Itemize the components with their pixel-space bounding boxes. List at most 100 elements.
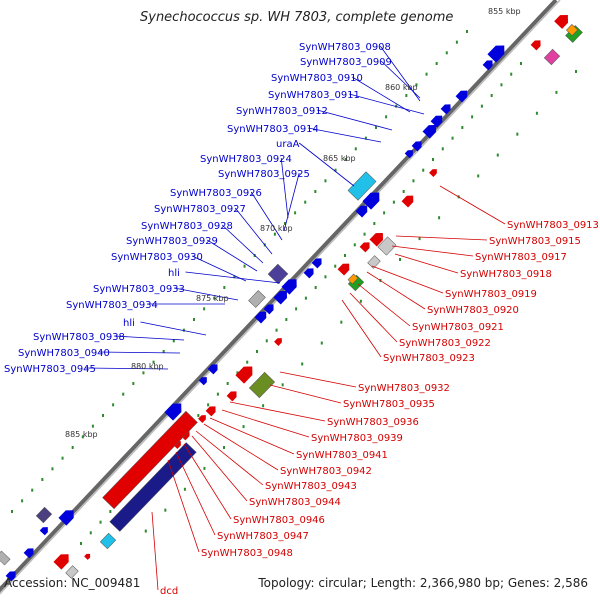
label-leader xyxy=(175,451,216,536)
gc-dot xyxy=(353,243,356,247)
gc-dot xyxy=(344,158,347,161)
gc-dot xyxy=(314,190,317,193)
gc-dot xyxy=(301,362,304,366)
gc-dot xyxy=(284,222,286,225)
forward-gene-label: SynWH7803_0934 xyxy=(66,300,158,311)
gc-dot xyxy=(314,286,317,289)
reverse-gene-box xyxy=(248,371,276,399)
gc-dot xyxy=(132,382,135,385)
gc-dot xyxy=(71,446,74,449)
gc-dot xyxy=(471,115,474,119)
gc-dot xyxy=(385,115,388,119)
forward-gene-box xyxy=(99,532,117,550)
position-tick-label: 875 kbp xyxy=(196,294,229,303)
gene-features xyxy=(0,14,583,582)
label-leader xyxy=(234,207,273,255)
label-leader xyxy=(221,224,264,264)
reverse-gene-box xyxy=(565,23,579,37)
position-tick-label: 855 kbp xyxy=(488,7,521,16)
label-leader xyxy=(349,292,398,343)
gc-dot xyxy=(520,62,522,65)
gc-dot xyxy=(344,254,346,257)
gc-dot xyxy=(183,487,186,491)
label-leader xyxy=(298,142,355,187)
gc-dot xyxy=(109,510,112,513)
forward-gene-box xyxy=(0,550,11,566)
reverse-gene-label: dcd xyxy=(160,586,178,597)
gc-dot xyxy=(373,222,376,225)
reverse-gene-arrow xyxy=(369,232,383,247)
reverse-gene-arrow xyxy=(554,14,568,29)
forward-gene-label: SynWH7803_0933 xyxy=(93,284,185,295)
gc-dot xyxy=(262,404,265,408)
gc-dot xyxy=(31,488,34,492)
gc-dot xyxy=(80,542,82,545)
label-leader xyxy=(195,430,264,486)
gc-dot xyxy=(164,508,167,512)
gc-dot xyxy=(324,179,327,183)
gc-dot xyxy=(61,456,64,460)
gc-dot xyxy=(480,104,483,108)
accession-text: Accession: NC_009481 xyxy=(4,576,141,590)
gc-dot xyxy=(435,62,438,65)
forward-gene-box xyxy=(109,442,197,532)
forward-gene-arrow xyxy=(281,279,297,295)
gc-dot xyxy=(455,40,458,44)
gc-dot xyxy=(415,83,418,87)
gc-dot xyxy=(500,83,503,87)
gc-dot xyxy=(375,126,377,129)
gc-dot xyxy=(197,414,200,417)
label-leader xyxy=(279,371,357,388)
position-tick-label: 880 kbp xyxy=(131,362,164,371)
label-leader xyxy=(283,172,300,232)
gc-dot xyxy=(461,126,464,129)
forward-gene-arrow xyxy=(404,150,413,159)
gc-dot xyxy=(223,286,226,289)
reverse-gene-arrow xyxy=(429,169,437,177)
reverse-gene-label: SynWH7803_0941 xyxy=(296,450,388,461)
gc-dot xyxy=(432,158,434,161)
forward-gene-labels: SynWH7803_0908 SynWH7803_0909 SynWH7803_09… xyxy=(4,42,392,375)
forward-gene-label: SynWH7803_0909 xyxy=(300,57,392,68)
forward-gene-arrow xyxy=(254,311,267,324)
gc-dot xyxy=(575,70,577,73)
gc-dot xyxy=(11,510,13,513)
gc-dot xyxy=(152,360,155,364)
genome-summary-text: Topology: circular; Length: 2,366,980 bp… xyxy=(258,576,588,590)
gc-dot xyxy=(425,72,428,76)
forward-gene-label: hli xyxy=(168,268,180,279)
gc-dot xyxy=(334,264,337,268)
gc-dot xyxy=(340,320,343,324)
gc-dot xyxy=(275,328,278,332)
gc-dot xyxy=(226,382,229,385)
reverse-gene-label: SynWH7803_0936 xyxy=(327,417,419,428)
reverse-gene-label: SynWH7803_0942 xyxy=(280,466,372,477)
reverse-gene-arrow xyxy=(84,553,91,560)
reverse-gene-label: SynWH7803_0913 xyxy=(507,220,599,231)
forward-gene-arrow xyxy=(23,548,34,559)
gc-dot xyxy=(285,318,288,321)
forward-gene-label: SynWH7803_0927 xyxy=(154,204,246,215)
reverse-gene-arrow xyxy=(235,366,253,384)
gc-dot xyxy=(535,111,538,115)
gc-dot xyxy=(223,446,225,449)
forward-gene-label: SynWH7803_0930 xyxy=(111,252,203,263)
reverse-gene-box xyxy=(347,273,359,285)
reverse-gene-arrow xyxy=(337,263,350,276)
forward-gene-arrow xyxy=(5,571,16,582)
label-leader xyxy=(439,185,506,225)
reverse-gene-box xyxy=(102,410,198,510)
position-tick-label: 870 kbp xyxy=(260,224,293,233)
forward-gene-label: hli xyxy=(123,318,135,329)
forward-gene-label: SynWH7803_0910 xyxy=(271,73,363,84)
position-ticks: 855 kbp 860 kbp 865 kbp 870 kbp 875 kbp 880 k… xyxy=(65,7,521,439)
forward-gene-box xyxy=(347,171,377,201)
label-leader xyxy=(185,271,281,284)
label-leader xyxy=(85,367,169,370)
forward-gene-arrow xyxy=(39,527,48,536)
reverse-gene-label: SynWH7803_0919 xyxy=(445,289,537,300)
label-leader xyxy=(269,384,342,404)
reverse-gene-label: SynWH7803_0920 xyxy=(427,305,519,316)
label-leader xyxy=(114,335,185,341)
